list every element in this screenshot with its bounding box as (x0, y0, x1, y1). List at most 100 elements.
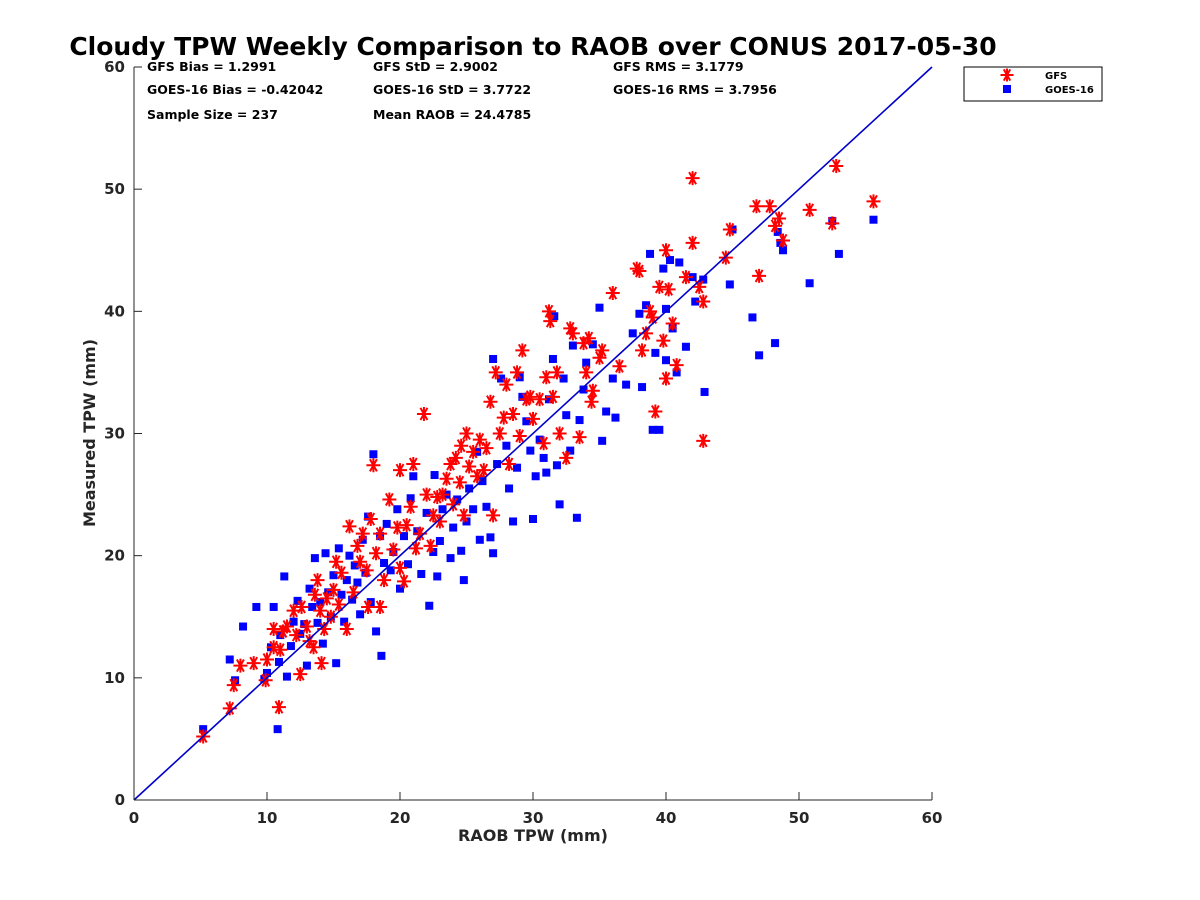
goes-16-point (776, 238, 785, 247)
gfs-point (722, 222, 737, 237)
x-tick-label: 50 (789, 809, 810, 827)
gfs-point (286, 603, 301, 618)
gfs-point (353, 554, 368, 569)
gfs-point (319, 591, 334, 606)
gfs-point (260, 652, 274, 667)
goes-16-point (340, 617, 349, 626)
goes-16-point (548, 354, 557, 363)
goes-16-point (286, 642, 295, 651)
goes-16-point (293, 596, 302, 605)
goes-16-point (805, 279, 814, 288)
goes-16-point (406, 494, 415, 503)
gfs-point (222, 701, 237, 716)
goes-16-point (662, 356, 670, 365)
goes-16-point (334, 544, 343, 553)
goes-16-point (302, 661, 311, 670)
goes-16-point (771, 339, 780, 348)
gfs-point (669, 358, 684, 373)
gfs-point (645, 310, 660, 325)
gfs-point (454, 438, 469, 453)
goes-16-point (869, 215, 878, 224)
gfs-point (585, 383, 600, 398)
goes-16-point (588, 340, 597, 349)
gfs-point (377, 573, 392, 588)
goes-16-point (755, 351, 764, 360)
gfs-point (552, 426, 567, 441)
gfs-point (386, 542, 401, 557)
one-to-one-line (133, 66, 933, 801)
gfs-point (470, 469, 485, 484)
goes-16-point (356, 610, 365, 619)
goes-16-point (364, 512, 373, 521)
goes-16-point (542, 468, 551, 477)
gfs-point (462, 459, 477, 474)
goes-16-point (582, 358, 591, 367)
gfs-point (293, 667, 308, 682)
stat-gfs-std: GFS StD = 2.9002 (373, 59, 498, 74)
gfs-point (479, 441, 494, 456)
goes-16-point (665, 256, 674, 265)
goes-16-point (300, 620, 309, 629)
goes-16-point (478, 477, 487, 486)
gfs-point (323, 609, 338, 624)
gfs-point (310, 573, 325, 588)
goes-16-point (274, 657, 283, 666)
goes-16-point (579, 385, 588, 394)
gfs-point (317, 621, 332, 636)
gfs-point (559, 450, 574, 465)
y-tick-label: 10 (104, 669, 125, 687)
goes-16-point (638, 383, 647, 392)
gfs-point (539, 370, 554, 385)
gfs-point (565, 326, 580, 341)
gfs-point (266, 640, 281, 655)
gfs-point (829, 158, 844, 173)
goes-16-point (662, 304, 670, 313)
gfs-point (665, 316, 680, 331)
stat-gfs-rms: GFS RMS = 3.1779 (613, 59, 744, 74)
goes-16-point (646, 249, 655, 258)
goes-16-point (535, 435, 544, 444)
gfs-point (271, 700, 286, 715)
goes-16-point (469, 505, 478, 514)
x-tick-label: 60 (922, 809, 943, 827)
goes-16-point (572, 513, 581, 522)
goes-16-point (700, 387, 709, 396)
gfs-point (486, 508, 501, 523)
gfs-point (532, 392, 547, 407)
gfs-point (536, 436, 551, 451)
gfs-point (334, 565, 349, 580)
goes-16-point (595, 303, 604, 312)
gfs-point (266, 621, 281, 636)
gfs-point (635, 343, 650, 358)
goes-16-point (199, 725, 208, 734)
goes-16-point (651, 348, 660, 357)
goes-16-point (518, 392, 527, 401)
goes-16-point (324, 588, 333, 597)
goes-16-point (225, 655, 234, 664)
goes-16-point (611, 413, 620, 422)
goes-16-point (642, 301, 651, 310)
goes-16-point (269, 602, 278, 611)
goes-16-point (329, 571, 338, 580)
goes-16-point (555, 500, 564, 509)
goes-16-point (559, 374, 568, 383)
gfs-point (366, 458, 381, 473)
gfs-point (342, 519, 357, 534)
goes-16-point (393, 505, 402, 514)
gfs-point (369, 546, 384, 561)
goes-16-point (413, 527, 422, 536)
gfs-point (314, 656, 329, 671)
gfs-point (661, 282, 676, 297)
gfs-point (373, 526, 388, 541)
gfs-point (382, 492, 397, 507)
gfs-point (549, 365, 564, 380)
goes-16-point (608, 374, 617, 383)
legend-gfs-asterisk (1000, 68, 1014, 82)
gfs-point (543, 314, 558, 329)
gfs-point (346, 585, 361, 600)
stat-goes-bias: GOES-16 Bias = -0.42042 (147, 82, 323, 97)
goes-16-point (681, 342, 690, 351)
goes-16-point (239, 622, 248, 631)
y-tick-label: 50 (104, 180, 125, 198)
goes-16-point (691, 297, 700, 306)
